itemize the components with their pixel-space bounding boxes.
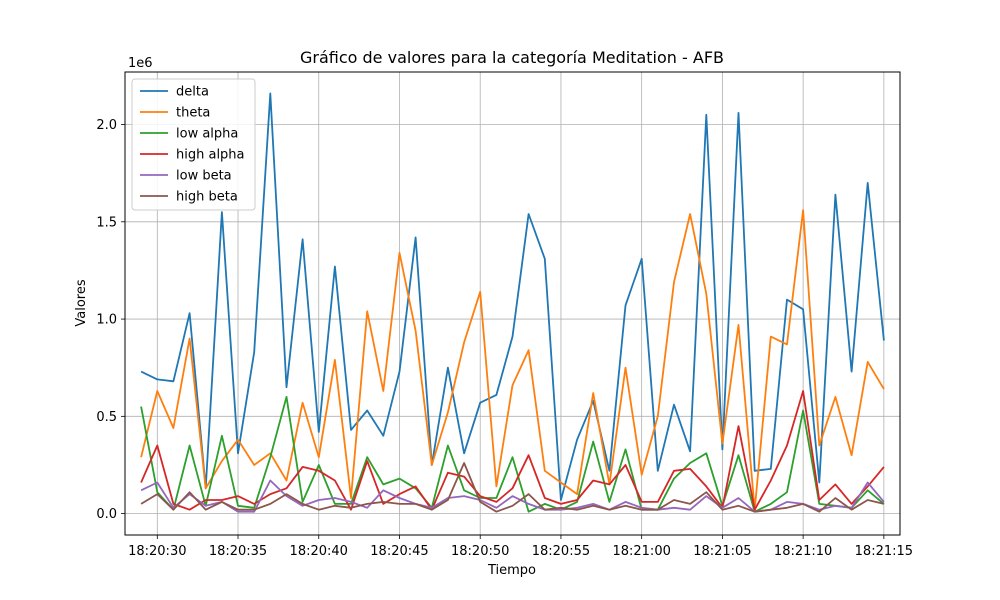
x-tick-label: 18:21:00 — [612, 544, 670, 559]
x-tick-label: 18:20:55 — [532, 544, 590, 559]
legend-label-low-beta: low beta — [176, 169, 232, 184]
y-tick-label: 2.0 — [96, 118, 117, 133]
x-tick-label: 18:20:45 — [370, 544, 428, 559]
y-tick-label: 1.5 — [96, 215, 117, 230]
y-scale-offset-label: 1e6 — [128, 56, 153, 71]
legend-label-high-alpha: high alpha — [176, 148, 245, 163]
series-line-theta — [140, 209, 885, 511]
y-tick-label: 1.0 — [96, 313, 117, 328]
y-axis-label: Valores — [74, 279, 89, 326]
series-line-delta — [140, 92, 885, 501]
series-layer — [140, 92, 885, 513]
x-tick-label: 18:20:30 — [128, 544, 186, 559]
x-axis: 18:20:30 18:20:35 18:20:40 18:20:45 18:20:50… — [128, 535, 913, 559]
x-tick-label: 18:21:10 — [774, 544, 832, 559]
x-tick-label: 18:20:50 — [451, 544, 509, 559]
y-axis: 0.0 0.5 1.0 1.5 2.0 — [96, 118, 125, 522]
plot-frame — [124, 71, 901, 536]
series-line-high-beta — [140, 462, 885, 513]
legend: delta theta low alpha high alpha low beta hig… — [131, 78, 256, 211]
y-tick-label: 0.5 — [96, 410, 117, 425]
x-tick-label: 18:20:40 — [290, 544, 348, 559]
legend-label-delta: delta — [176, 85, 209, 100]
series-line-high-alpha — [140, 390, 885, 511]
series-line-low-alpha — [140, 395, 885, 513]
x-tick-label: 18:21:05 — [693, 544, 751, 559]
legend-label-low-alpha: low alpha — [176, 127, 238, 142]
x-axis-label: Tiempo — [487, 563, 536, 578]
x-tick-label: 18:20:35 — [209, 544, 267, 559]
legend-label-theta: theta — [176, 106, 210, 121]
legend-label-high-beta: high beta — [176, 190, 238, 205]
x-tick-label: 18:21:15 — [855, 544, 913, 559]
y-tick-label: 0.0 — [96, 507, 117, 522]
chart-title: Gráfico de valores para la categoría Med… — [300, 48, 724, 67]
